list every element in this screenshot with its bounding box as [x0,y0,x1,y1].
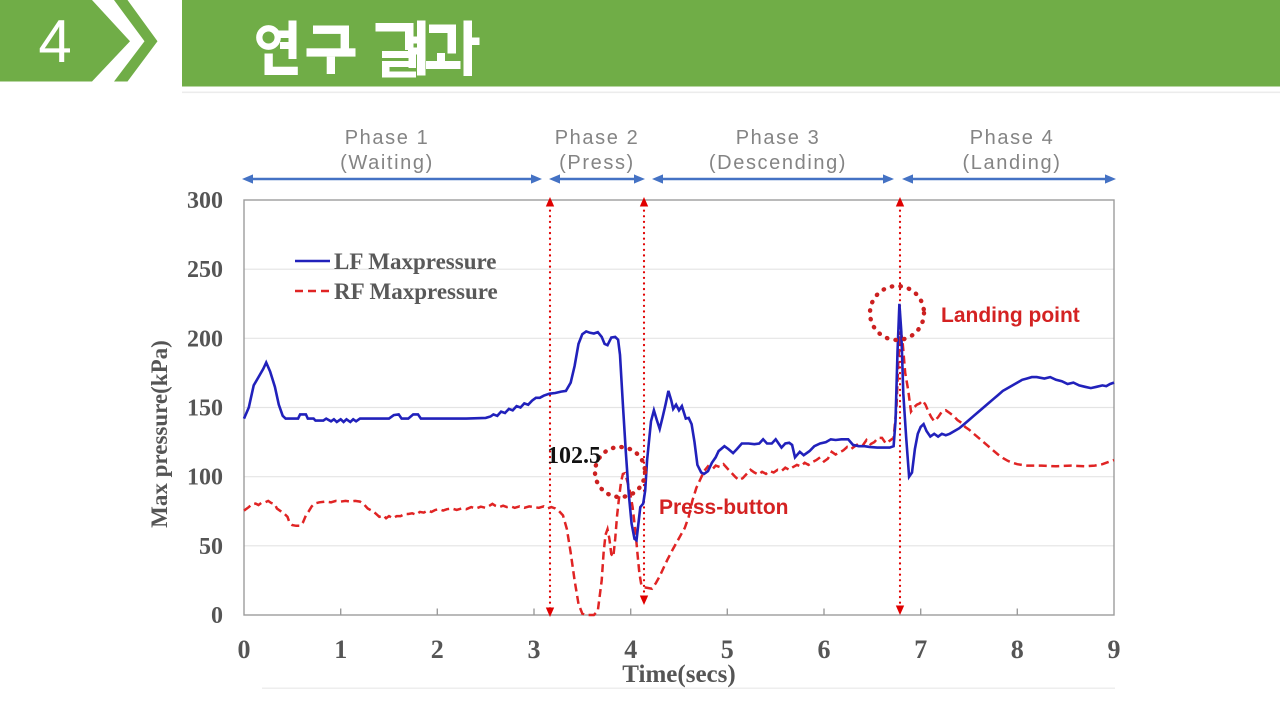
svg-text:4: 4 [38,8,71,75]
svg-text:Phase 4: Phase 4 [970,127,1055,149]
svg-text:Time(secs): Time(secs) [622,661,735,688]
svg-text:300: 300 [187,188,223,214]
svg-text:(Press): (Press) [559,152,635,174]
svg-text:102.5: 102.5 [547,443,601,469]
svg-text:(Descending): (Descending) [709,152,847,174]
svg-text:8: 8 [1011,635,1024,664]
svg-text:200: 200 [187,326,223,352]
svg-text:Press-button: Press-button [659,496,789,519]
svg-text:6: 6 [818,635,831,664]
svg-text:Landing point: Landing point [941,304,1080,327]
svg-text:1: 1 [334,635,347,664]
svg-text:50: 50 [199,534,223,560]
svg-text:5: 5 [721,635,734,664]
svg-text:LF Maxpressure: LF Maxpressure [334,249,496,274]
svg-text:7: 7 [914,635,927,664]
svg-text:0: 0 [211,603,223,629]
svg-text:100: 100 [187,465,223,491]
svg-text:RF Maxpressure: RF Maxpressure [334,279,498,304]
svg-text:(Landing): (Landing) [963,152,1062,174]
svg-text:3: 3 [528,635,541,664]
svg-text:Phase 3: Phase 3 [736,127,821,149]
svg-text:4: 4 [624,635,637,664]
svg-text:(Waiting): (Waiting) [340,152,434,174]
svg-text:Max pressure(kPa): Max pressure(kPa) [147,340,172,528]
svg-text:Phase 2: Phase 2 [555,127,640,149]
svg-text:9: 9 [1108,635,1121,664]
svg-text:0: 0 [238,635,251,664]
svg-text:150: 150 [187,396,223,422]
svg-text:250: 250 [187,257,223,283]
svg-text:2: 2 [431,635,444,664]
svg-text:Phase 1: Phase 1 [345,127,430,149]
